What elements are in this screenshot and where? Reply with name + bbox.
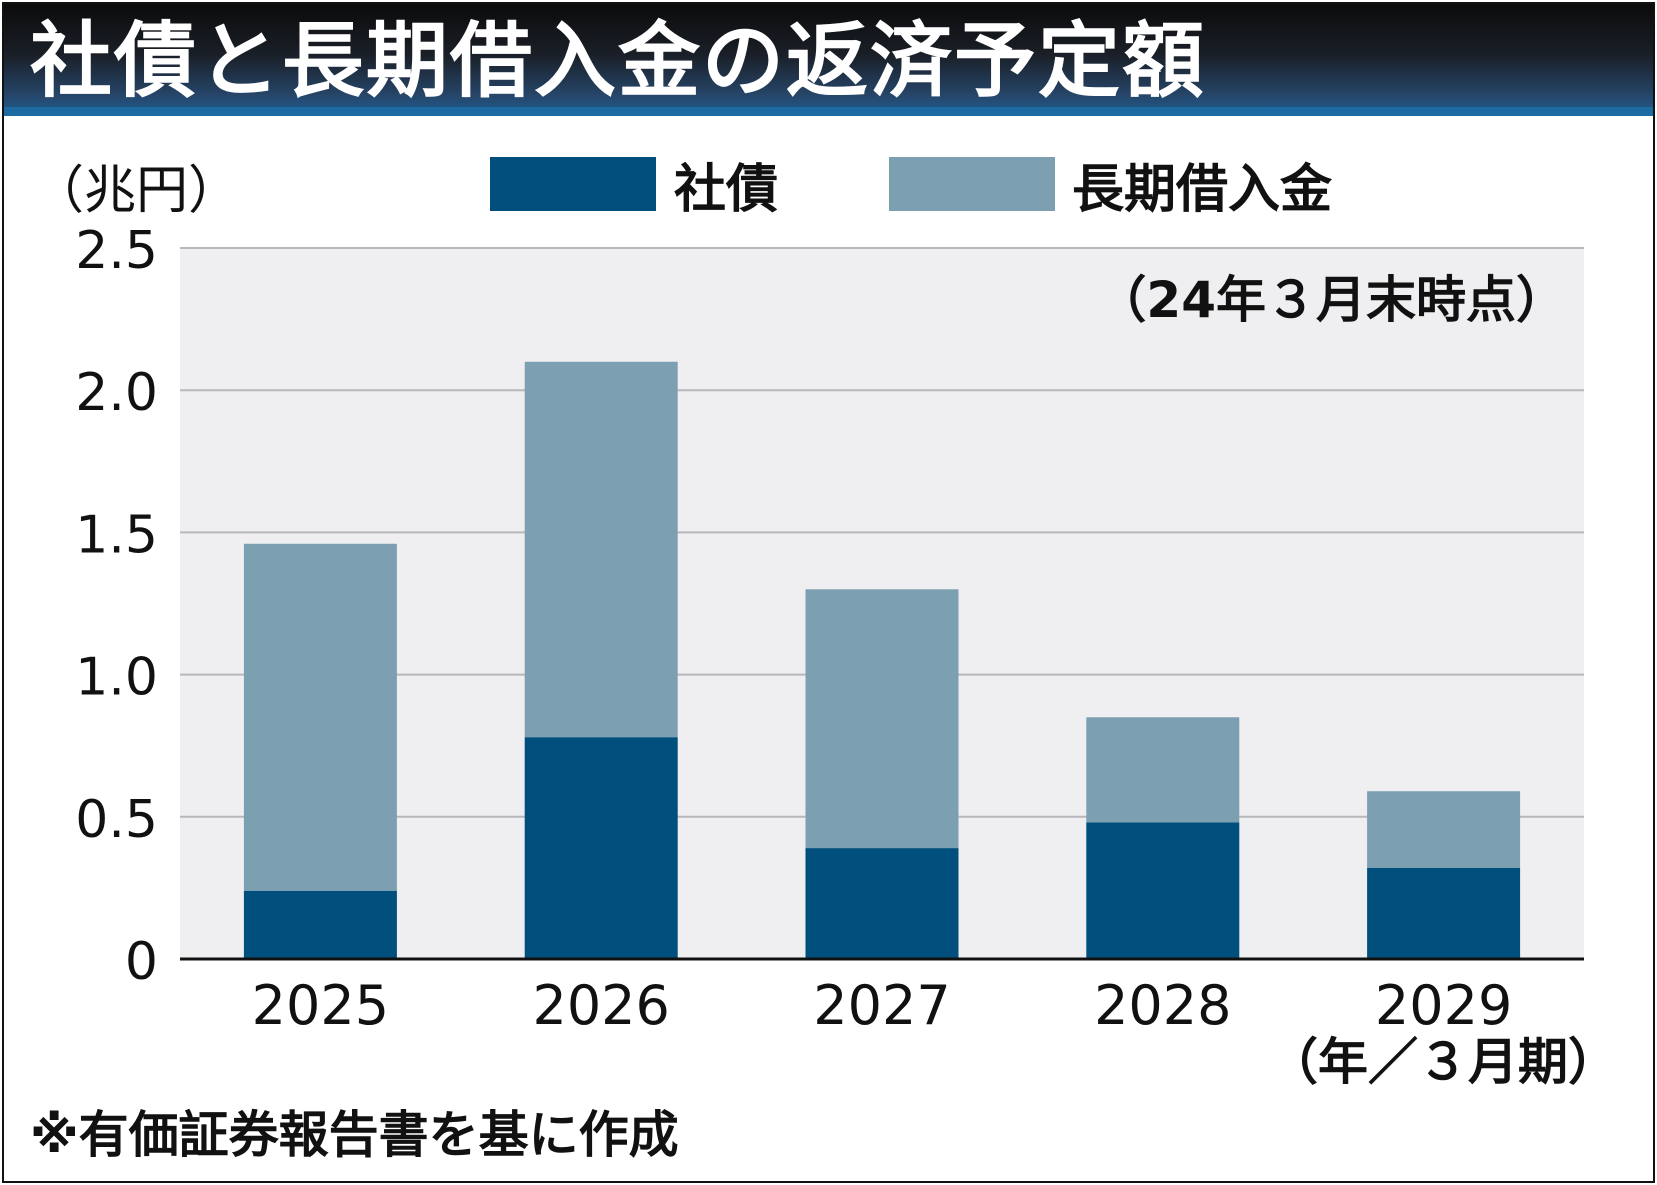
legend: 社債 長期借入金 (490, 157, 1333, 220)
bar-chart: 0 0.5 1.0 1.5 2.0 2.5 2025 2026 2027 2028 2029 （兆… (30, 157, 1618, 1164)
bar-bonds-2029 (1367, 867, 1521, 959)
source-note: ※有価証券報告書を基に作成 (30, 1106, 679, 1164)
bar-loans-2029 (1367, 791, 1521, 868)
legend-label-loans: 長期借入金 (1072, 160, 1333, 220)
y-tick-label: 1.0 (75, 648, 158, 708)
y-tick-label: 2.0 (75, 363, 158, 423)
legend-label-bonds: 社債 (674, 160, 778, 220)
y-tick-label: 2.5 (75, 221, 158, 281)
legend-swatch-loans (889, 157, 1055, 211)
x-unit-label: （年／３月期） (1268, 1033, 1618, 1091)
bars (243, 361, 1521, 959)
legend-swatch-bonds (490, 157, 656, 211)
y-tick-label: 0.5 (75, 790, 158, 850)
y-unit-label: （兆円） (32, 161, 240, 221)
bar-loans-2025 (243, 543, 397, 891)
title-bar: 社債と長期借入金の返済予定額 (4, 4, 1653, 116)
x-tick-label: 2026 (532, 974, 669, 1037)
x-tick-label: 2028 (1094, 974, 1231, 1037)
x-axis-ticks: 2025 2026 2027 2028 2029 (252, 974, 1513, 1037)
x-tick-label: 2025 (252, 974, 389, 1037)
as-of-note: （24年３月末時点） (1096, 271, 1566, 329)
bar-bonds-2028 (1086, 822, 1240, 959)
y-axis-ticks: 0 0.5 1.0 1.5 2.0 2.5 (75, 221, 158, 992)
bar-bonds-2025 (243, 890, 397, 959)
y-tick-label: 0 (125, 932, 158, 992)
bar-bonds-2027 (805, 848, 959, 959)
y-tick-label: 1.5 (75, 505, 158, 565)
bar-bonds-2026 (524, 737, 678, 959)
chart-title: 社債と長期借入金の返済予定額 (30, 14, 1207, 109)
bar-loans-2028 (1086, 717, 1240, 823)
bar-loans-2027 (805, 589, 959, 849)
bar-loans-2026 (524, 361, 678, 738)
x-tick-label: 2027 (813, 974, 950, 1037)
x-tick-label: 2029 (1375, 974, 1512, 1037)
